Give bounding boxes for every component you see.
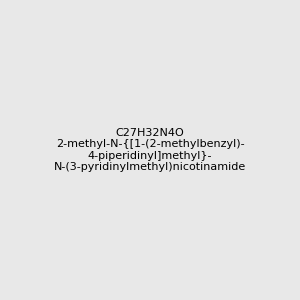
Text: C27H32N4O
2-methyl-N-{[1-(2-methylbenzyl)-
4-piperidinyl]methyl}-
N-(3-pyridinyl: C27H32N4O 2-methyl-N-{[1-(2-methylbenzyl…	[54, 128, 246, 172]
